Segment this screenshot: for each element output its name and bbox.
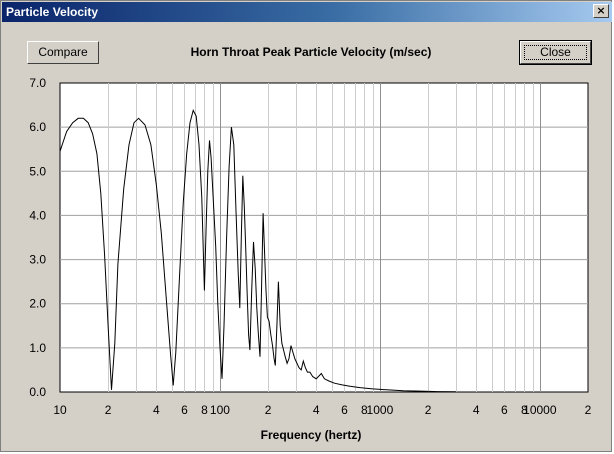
x-tick-label: 100 <box>210 403 230 417</box>
x-tick-label: 2 <box>105 403 112 417</box>
title-bar[interactable]: Particle Velocity × <box>2 2 612 22</box>
window-title: Particle Velocity <box>6 5 99 19</box>
y-tick-label: 1.0 <box>29 341 46 355</box>
x-tick-label: 10000 <box>523 403 557 417</box>
x-tick-label: 1000 <box>367 403 394 417</box>
focus-rect <box>524 45 587 60</box>
x-tick-label: 8 <box>361 403 368 417</box>
y-tick-label: 6.0 <box>29 120 46 134</box>
close-button[interactable]: Close <box>519 40 592 65</box>
x-tick-label: 6 <box>341 403 348 417</box>
x-tick-label: 8 <box>201 403 208 417</box>
x-tick-label: 4 <box>473 403 480 417</box>
plot-area <box>59 82 589 393</box>
y-tick-label: 7.0 <box>29 76 46 90</box>
close-icon[interactable]: × <box>593 4 609 18</box>
velocity-series-line <box>59 109 457 393</box>
x-tick-label: 2 <box>265 403 272 417</box>
grid-lines <box>60 83 588 392</box>
y-tick-label: 5.0 <box>29 164 46 178</box>
x-tick-label: 10 <box>53 403 67 417</box>
y-tick-label: 4.0 <box>29 208 46 222</box>
close-button-label: Close <box>540 45 571 59</box>
x-tick-label: 6 <box>181 403 188 417</box>
x-tick-label: 8 <box>521 403 528 417</box>
x-tick-label: 2 <box>585 403 592 417</box>
x-tick-label: 4 <box>313 403 320 417</box>
x-tick-label: 2 <box>425 403 432 417</box>
y-tick-label: 0.0 <box>29 385 46 399</box>
x-axis-label: Frequency (hertz) <box>260 428 362 442</box>
x-tick-label: 4 <box>153 403 160 417</box>
y-tick-label: 3.0 <box>29 253 46 267</box>
y-tick-label: 2.0 <box>29 297 46 311</box>
compare-button[interactable]: Compare <box>27 41 99 64</box>
x-tick-label: 6 <box>501 403 508 417</box>
chart-title: Horn Throat Peak Particle Velocity (m/se… <box>190 45 432 59</box>
y-axis-ticks: 0.0 1.0 2.0 3.0 4.0 5.0 6.0 7.0 <box>29 76 46 399</box>
